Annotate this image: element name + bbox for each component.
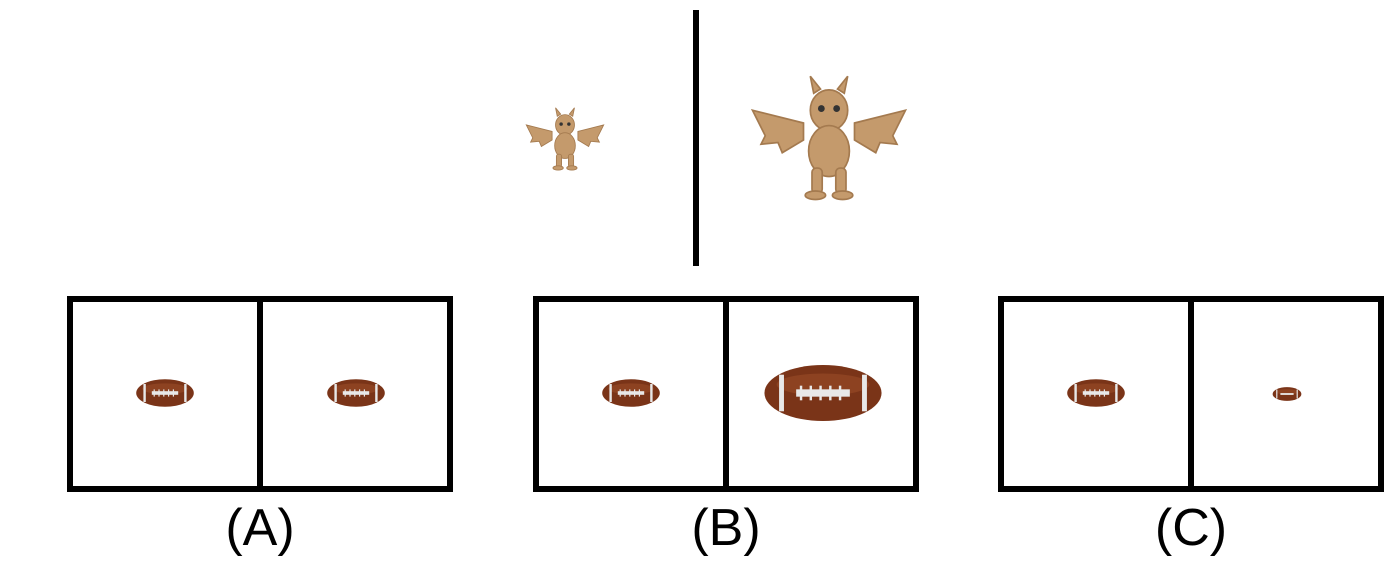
football-right-image (1272, 386, 1302, 402)
option-c-label: (C) (1154, 499, 1228, 557)
football-left-image (135, 378, 195, 408)
option-c-panel[interactable] (998, 296, 1384, 492)
football-right-image (326, 378, 386, 408)
football-icon (1272, 387, 1302, 401)
dragon-icon (525, 107, 605, 171)
option-a-label: (A) (225, 499, 295, 557)
football-left-image (601, 378, 661, 408)
football-icon (136, 379, 194, 407)
panel-divider (1188, 296, 1194, 492)
dragon-icon (750, 75, 908, 201)
option-b-label: (B) (691, 499, 761, 557)
panel-divider (257, 296, 263, 492)
reference-divider (693, 10, 699, 266)
panel-divider (723, 296, 729, 492)
football-icon (602, 379, 660, 407)
football-icon (1067, 379, 1125, 407)
dragon-small-image (522, 107, 608, 173)
football-right-image (762, 360, 884, 426)
dragon-large-image (744, 74, 914, 206)
option-a-panel[interactable] (67, 296, 453, 492)
football-left-image (1066, 378, 1126, 408)
football-icon (327, 379, 385, 407)
football-icon (764, 364, 882, 422)
option-b-panel[interactable] (533, 296, 919, 492)
